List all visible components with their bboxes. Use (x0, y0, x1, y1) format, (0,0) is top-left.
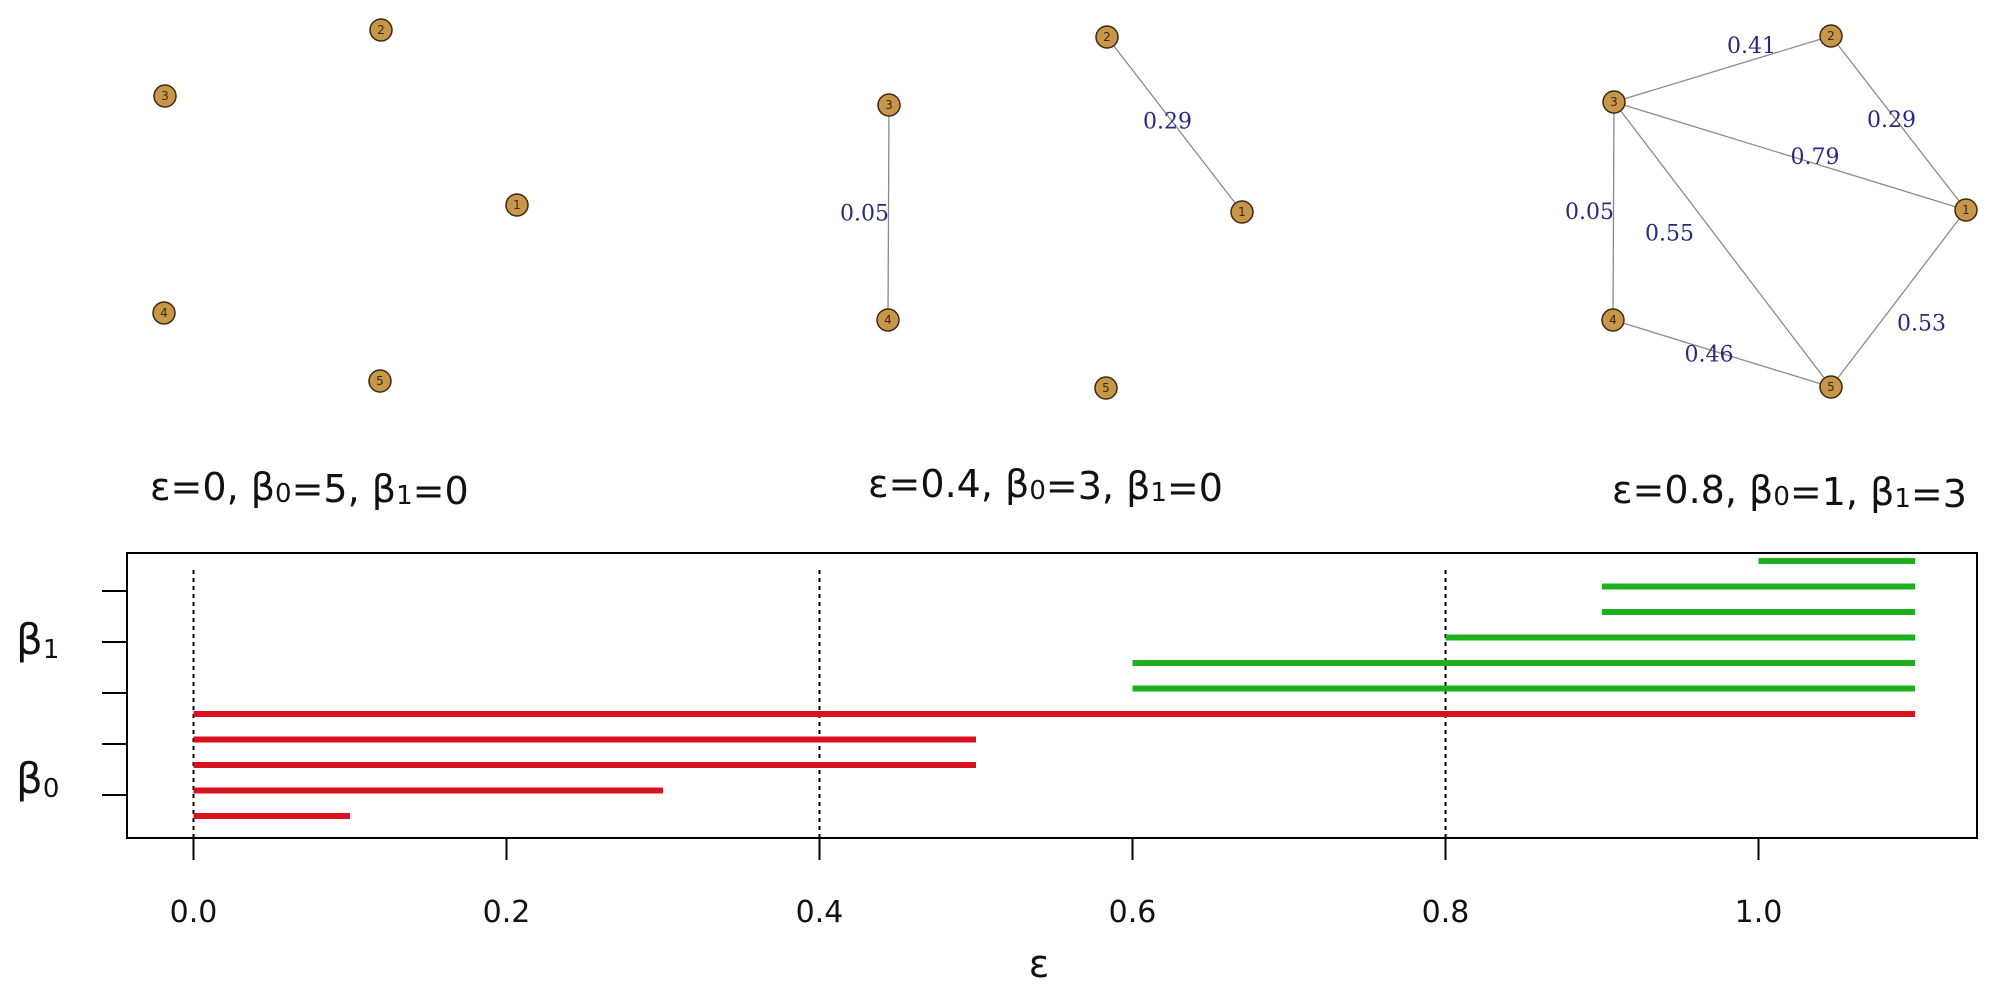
node-circle (1602, 90, 1626, 114)
row-label-beta0: β0 (16, 754, 59, 804)
node-4: 4 (1601, 308, 1625, 332)
node-label: 4 (160, 306, 168, 320)
edge-weight-label: 0.05 (840, 202, 889, 227)
node-label: 3 (1610, 95, 1618, 109)
caption-epsilon-0: ε=0, β0=5, β1=0 (150, 465, 469, 513)
node-label: 5 (376, 374, 384, 388)
caption-epsilon-0-4: ε=0.4, β0=3, β1=0 (868, 462, 1223, 510)
edge-line (1830, 35, 1967, 211)
node-label: 5 (1102, 381, 1110, 395)
node-circle (368, 369, 392, 393)
barcode-bars (193, 558, 1915, 819)
plot-frame (126, 552, 1978, 839)
node-circle (505, 193, 529, 217)
node-label: 1 (1962, 203, 1970, 217)
node-circle (369, 18, 393, 42)
node-circle (153, 84, 177, 108)
edge-weight-label: 0.29 (1143, 110, 1192, 135)
edge-2-1: 0.29 (1106, 36, 1243, 213)
node-label: 5 (1827, 380, 1835, 394)
node-label: 2 (377, 23, 385, 37)
node-1: 1 (505, 193, 529, 217)
node-2: 2 (1819, 24, 1843, 48)
edge-4-5: 0.46 (1612, 319, 1832, 388)
caption-epsilon-0-8: ε=0.8, β0=1, β1=3 (1612, 468, 1967, 516)
row-label-beta1: β1 (16, 615, 59, 665)
x-axis: 0.0 0.2 0.4 0.6 0.8 1.0 (170, 838, 1783, 930)
edge-line (1613, 35, 1832, 103)
node-circle (1954, 198, 1978, 222)
edge-line (1106, 36, 1243, 213)
edge-1-5: 0.53 (1830, 209, 1967, 388)
graph-epsilon-0-4: 0.05 0.29 1 2 3 4 5 (840, 25, 1254, 400)
edge-3-4: 0.05 (840, 104, 890, 321)
edge-weight-label: 0.53 (1897, 312, 1946, 337)
edge-2-1: 0.29 (1830, 35, 1967, 211)
edge-line (887, 104, 890, 321)
node-circle (876, 308, 900, 332)
node-1: 1 (1954, 198, 1978, 222)
x-tick-label: 0.8 (1422, 895, 1470, 930)
node-3: 3 (153, 84, 177, 108)
row-ticks (102, 590, 127, 796)
node-5: 5 (368, 369, 392, 393)
edge-line (1612, 101, 1615, 321)
node-circle (1601, 308, 1625, 332)
node-label: 4 (1609, 313, 1617, 327)
node-label: 1 (513, 198, 521, 212)
node-circle (152, 301, 176, 325)
edge-line (1613, 101, 1967, 211)
row-labels: β1 β0 (16, 615, 59, 804)
graph-epsilon-0: 1 2 3 4 5 (152, 18, 529, 393)
node-label: 1 (1238, 205, 1246, 219)
node-label: 3 (885, 98, 893, 112)
node-label: 2 (1827, 29, 1835, 43)
node-5: 5 (1819, 375, 1843, 399)
edge-line (1830, 209, 1967, 388)
edge-weight-label: 0.46 (1685, 343, 1734, 368)
edge-line (1613, 101, 1832, 388)
x-axis-title: ε (1029, 942, 1050, 986)
node-circle (1819, 24, 1843, 48)
node-2: 2 (369, 18, 393, 42)
node-circle (877, 93, 901, 117)
x-tick-label: 1.0 (1735, 895, 1783, 930)
x-tick-label: 0.0 (170, 895, 218, 930)
node-3: 3 (1602, 90, 1626, 114)
x-tick-label: 0.2 (483, 895, 531, 930)
node-1: 1 (1230, 200, 1254, 224)
graph-epsilon-0-8: 0.41 0.29 0.79 0.05 0.55 0.53 0.46 1 2 3 4 5 (1565, 24, 1978, 399)
node-circle (1819, 375, 1843, 399)
node-4: 4 (152, 301, 176, 325)
edge-weight-label: 0.55 (1645, 222, 1694, 247)
node-label: 3 (161, 89, 169, 103)
edge-line (1612, 319, 1832, 388)
edge-weight-label: 0.29 (1867, 108, 1916, 133)
node-4: 4 (876, 308, 900, 332)
node-circle (1094, 376, 1118, 400)
edge-weight-label: 0.79 (1791, 145, 1840, 170)
node-label: 4 (884, 313, 892, 327)
edge-3-2: 0.41 (1613, 34, 1832, 103)
edge-3-1: 0.79 (1613, 101, 1967, 211)
x-tick-label: 0.6 (1109, 895, 1157, 930)
x-tick-label: 0.4 (796, 895, 844, 930)
node-label: 2 (1103, 30, 1111, 44)
node-5: 5 (1094, 376, 1118, 400)
node-2: 2 (1095, 25, 1119, 49)
node-circle (1230, 200, 1254, 224)
edge-weight-label: 0.05 (1565, 200, 1614, 225)
edge-weight-label: 0.41 (1727, 34, 1776, 59)
node-3: 3 (877, 93, 901, 117)
node-circle (1095, 25, 1119, 49)
barcode-plot: 0.0 0.2 0.4 0.6 0.8 1.0 β1 β0 ε (16, 552, 1978, 986)
edge-3-5: 0.55 (1613, 101, 1832, 388)
epsilon-reference-lines (192, 570, 1447, 838)
edge-3-4: 0.05 (1565, 101, 1615, 321)
